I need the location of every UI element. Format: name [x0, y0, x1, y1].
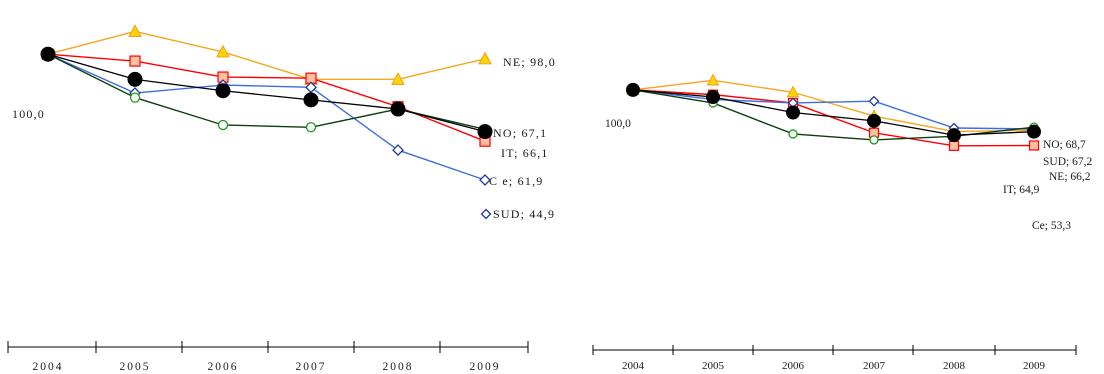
data-point-it — [786, 105, 800, 120]
base-value-label: 100,0 — [12, 107, 45, 121]
x-tick-label: 2009 — [470, 361, 501, 373]
data-point-no — [788, 129, 798, 139]
end-label-ne: NE; 98,0 — [503, 55, 556, 69]
chart-1: 2004 2005 2006 2007 2008 2009 100,0 NE; 98,0 C e… — [7, 24, 556, 373]
data-point-it — [626, 82, 640, 97]
data-point-ce — [1028, 140, 1040, 151]
x-tick-label: 2008 — [383, 361, 414, 373]
series-line-it — [47, 53, 486, 133]
x-tick-label: 2005 — [702, 360, 725, 372]
data-point-it — [867, 113, 881, 128]
data-point-it — [390, 101, 406, 117]
data-point-sud — [868, 95, 880, 107]
data-point-it — [947, 128, 961, 143]
data-point-ne — [706, 73, 720, 86]
end-label-sud: SUD; 67,2 — [1043, 156, 1092, 168]
series-line-ce — [47, 53, 486, 142]
series-it: IT; 66,1 — [40, 46, 549, 160]
series-line-ne — [632, 79, 1035, 133]
x-tick-label: 2004 — [622, 360, 645, 372]
series-line-it — [632, 89, 1035, 136]
data-point-ne — [215, 44, 231, 58]
end-label-it: IT; 66,1 — [501, 146, 549, 160]
end-label-sud: SUD; 44,9 — [493, 207, 555, 221]
x-tick-label: 2006 — [208, 361, 239, 373]
data-point-ce — [129, 55, 141, 67]
series-line-ce — [632, 89, 1035, 147]
data-point-it — [215, 83, 231, 99]
end-label-ce: Ce; 53,3 — [1032, 220, 1071, 232]
series-sud: SUD; 44,9 — [42, 48, 555, 221]
x-tick-label: 2004 — [33, 361, 64, 373]
data-point-ne — [390, 72, 406, 85]
series-line-ne — [47, 30, 486, 81]
data-point-it — [127, 71, 143, 87]
end-label-no: NO; 67,1 — [493, 126, 547, 140]
series-sud: SUD; 67,2 — [627, 84, 1092, 168]
legend-marker-sud — [480, 208, 492, 220]
x-tick-label: 2008 — [943, 360, 966, 372]
data-point-sud — [479, 174, 491, 186]
series-no: NO; 67,1 — [42, 49, 547, 140]
data-point-it — [303, 92, 319, 108]
series-ce: C e; 61,9 — [42, 48, 543, 188]
end-label-ne: NE; 66,2 — [1049, 171, 1091, 183]
base-value-label: 100,0 — [605, 118, 631, 130]
data-point-it — [1027, 124, 1041, 139]
x-tick-label: 2006 — [782, 360, 805, 372]
end-label-ce: C e; 61,9 — [489, 174, 543, 188]
end-label-it: IT; 64,9 — [1003, 184, 1040, 196]
chart-2: 2004 2005 2006 2007 2008 2009 100,0 NE; 66,2 Ce;… — [592, 73, 1092, 372]
data-point-it — [706, 90, 720, 105]
data-point-ne — [786, 85, 800, 98]
x-tick-label: 2005 — [120, 361, 151, 373]
series-it: IT; 64,9 — [626, 82, 1041, 196]
data-point-ce — [948, 140, 960, 151]
data-point-no — [129, 92, 141, 103]
series-line-sud — [632, 89, 1035, 130]
data-point-no — [217, 119, 229, 131]
data-point-sud — [305, 81, 317, 94]
data-point-ne — [477, 51, 493, 65]
data-point-it — [40, 46, 56, 62]
data-point-no — [305, 122, 317, 133]
data-point-sud — [392, 144, 404, 157]
data-point-it — [477, 124, 493, 140]
x-tick-label: 2009 — [1023, 360, 1046, 372]
data-point-no — [869, 135, 879, 145]
series-ne: NE; 98,0 — [40, 24, 556, 85]
data-point-ne — [127, 24, 143, 38]
series-line-sud — [47, 53, 486, 181]
x-tick-label: 2007 — [296, 361, 327, 373]
series-ce: Ce; 53,3 — [627, 84, 1071, 232]
x-tick-label: 2007 — [863, 360, 886, 372]
end-label-no: NO; 68,7 — [1043, 139, 1086, 151]
